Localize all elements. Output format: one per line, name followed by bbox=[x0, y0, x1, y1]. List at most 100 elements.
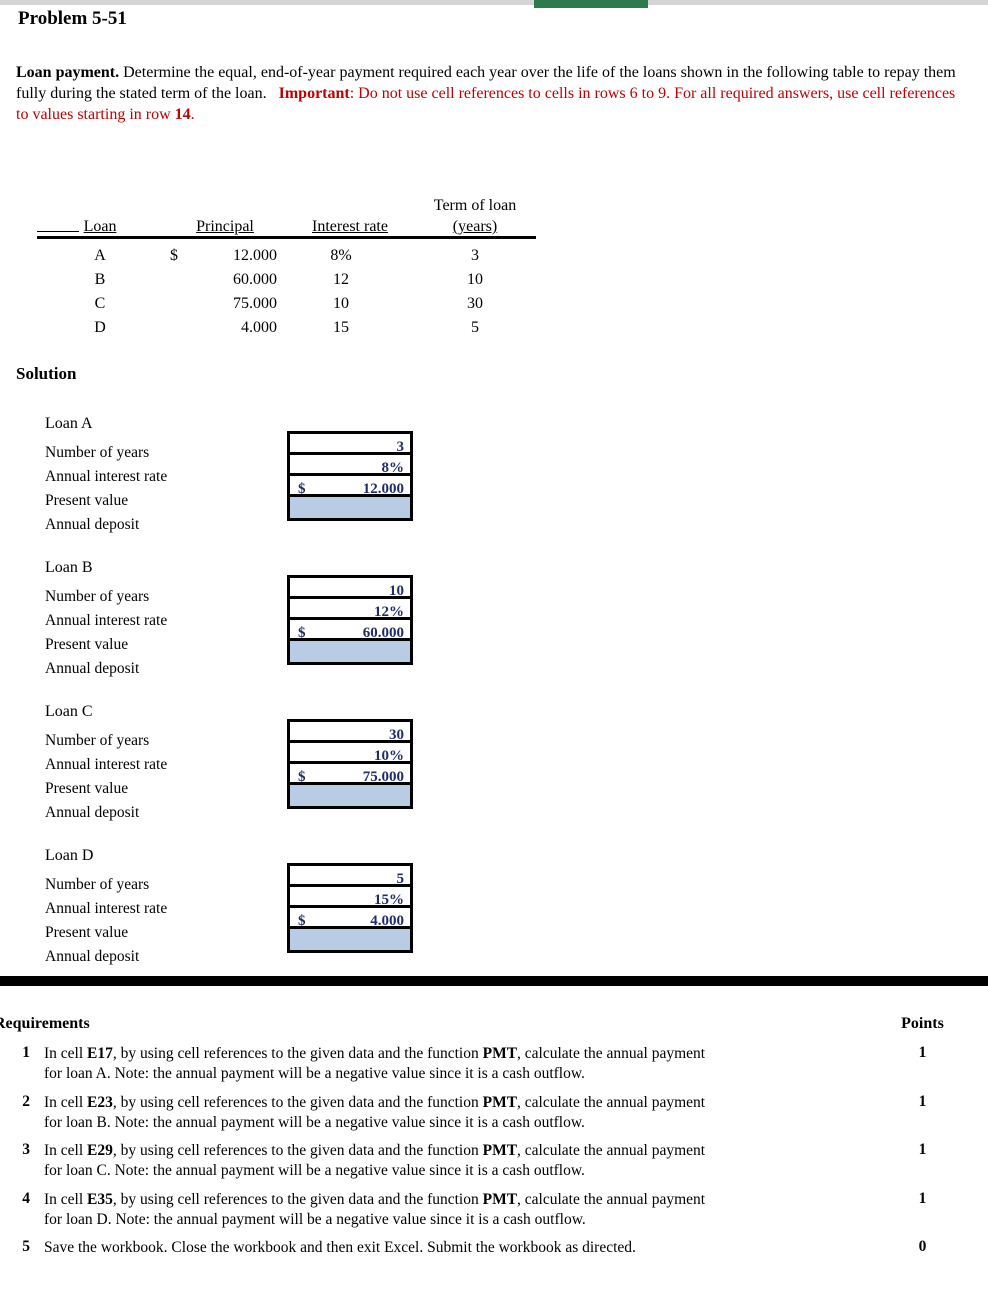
requirement-number: 2 bbox=[22, 1093, 30, 1110]
req-cell-ref: E35 bbox=[87, 1191, 113, 1208]
req-post: , calculate the annual payment bbox=[517, 1142, 706, 1159]
rate-cell[interactable]: 12% bbox=[290, 599, 410, 620]
req-line2: for loan A. Note: the annual payment wil… bbox=[44, 1065, 585, 1082]
years-cell[interactable]: 30 bbox=[290, 722, 410, 743]
requirement-number: 5 bbox=[22, 1238, 30, 1255]
present-value-cell[interactable]: $4.000 bbox=[290, 908, 410, 929]
intro-red-tail: . bbox=[190, 106, 195, 123]
requirement-points: 1 bbox=[918, 1044, 927, 1061]
annual-deposit-input-cell[interactable] bbox=[290, 641, 410, 662]
table-row-term: 10 bbox=[467, 271, 483, 288]
page-title: Problem 5-51 bbox=[18, 8, 127, 29]
req-function-name: PMT bbox=[482, 1094, 518, 1111]
requirement-number: 4 bbox=[22, 1190, 30, 1207]
requirements-heading: Requirements bbox=[0, 1015, 90, 1032]
table-row-loan-id: A bbox=[94, 247, 106, 264]
present-value: 12.000 bbox=[362, 481, 404, 497]
label-annual-interest-rate: Annual interest rate bbox=[45, 468, 168, 485]
requirement-points: 1 bbox=[918, 1093, 927, 1110]
loan-block-title: Loan A bbox=[45, 415, 93, 432]
col-header-principal: Principal bbox=[196, 218, 254, 235]
label-annual-interest-rate: Annual interest rate bbox=[45, 612, 168, 629]
table-row-principal: 75.000 bbox=[233, 295, 277, 312]
loan-block-title: Loan B bbox=[45, 559, 93, 576]
present-value: 4.000 bbox=[370, 913, 404, 929]
req-mid: , by using cell references to the given … bbox=[112, 1142, 483, 1159]
label-present-value: Present value bbox=[45, 780, 129, 797]
table-row-term: 30 bbox=[467, 295, 483, 312]
req-line2: for loan D. Note: the annual payment wil… bbox=[44, 1211, 586, 1228]
label-number-of-years: Number of years bbox=[45, 588, 150, 605]
years-value: 10 bbox=[389, 583, 404, 599]
requirement-text: In cell E29, by using cell references to… bbox=[44, 1141, 864, 1181]
table-row-rate: 8% bbox=[330, 247, 352, 264]
rate-cell[interactable]: 8% bbox=[290, 455, 410, 476]
req-post: , calculate the annual payment bbox=[517, 1191, 706, 1208]
table-row-rate: 12 bbox=[333, 271, 349, 288]
loan-b-cell-group: 10 12% $60.000 bbox=[287, 575, 413, 665]
req-function-name: PMT bbox=[482, 1142, 518, 1159]
top-gray-bar bbox=[0, 0, 988, 5]
years-cell[interactable]: 5 bbox=[290, 866, 410, 887]
requirement-number: 3 bbox=[22, 1141, 30, 1158]
table-row-term: 3 bbox=[471, 247, 479, 264]
table-row-principal: 12.000 bbox=[233, 247, 277, 264]
requirement-text: In cell E17, by using cell references to… bbox=[44, 1044, 864, 1084]
top-green-accent-bar bbox=[534, 0, 648, 8]
loan-block-title: Loan D bbox=[45, 847, 94, 864]
requirement-points: 0 bbox=[918, 1238, 927, 1255]
present-value-cell[interactable]: $60.000 bbox=[290, 620, 410, 641]
table-row-term: 5 bbox=[471, 319, 479, 336]
req-pre: In cell bbox=[44, 1045, 88, 1062]
years-value: 30 bbox=[389, 727, 404, 743]
requirement-points: 1 bbox=[918, 1141, 927, 1158]
years-cell[interactable]: 3 bbox=[290, 434, 410, 455]
currency-symbol: $ bbox=[298, 913, 306, 929]
req-post: , calculate the annual payment bbox=[517, 1094, 706, 1111]
rate-cell[interactable]: 15% bbox=[290, 887, 410, 908]
rate-cell[interactable]: 10% bbox=[290, 743, 410, 764]
present-value: 75.000 bbox=[362, 769, 404, 785]
annual-deposit-input-cell[interactable] bbox=[290, 929, 410, 950]
req-cell-ref: E29 bbox=[87, 1142, 113, 1159]
years-cell[interactable]: 10 bbox=[290, 578, 410, 599]
currency-symbol: $ bbox=[298, 625, 306, 641]
present-value-cell[interactable]: $75.000 bbox=[290, 764, 410, 785]
years-value: 3 bbox=[396, 439, 405, 455]
intro-red-body: : Do not use cell references to cells in… bbox=[16, 85, 956, 123]
table-row-principal: 4.000 bbox=[241, 319, 277, 336]
requirement-text: In cell E35, by using cell references to… bbox=[44, 1190, 864, 1230]
req-pre: In cell bbox=[44, 1142, 88, 1159]
label-annual-deposit: Annual deposit bbox=[45, 516, 140, 533]
label-annual-deposit: Annual deposit bbox=[45, 804, 140, 821]
req-pre: In cell bbox=[44, 1191, 88, 1208]
label-annual-interest-rate: Annual interest rate bbox=[45, 756, 168, 773]
requirement-number: 1 bbox=[22, 1044, 30, 1061]
requirement-text: In cell E23, by using cell references to… bbox=[44, 1093, 864, 1133]
table-row-principal: 60.000 bbox=[233, 271, 277, 288]
loan-d-cell-group: 5 15% $4.000 bbox=[287, 863, 413, 953]
table-row-rate: 10 bbox=[333, 295, 349, 312]
req-pre: Save the workbook. Close the workbook an… bbox=[44, 1239, 636, 1256]
col-header-interest-rate: Interest rate bbox=[312, 218, 388, 235]
intro-important-label: Important bbox=[278, 85, 350, 102]
label-number-of-years: Number of years bbox=[45, 876, 150, 893]
col-header-term-line1: Term of loan bbox=[433, 197, 517, 214]
annual-deposit-input-cell[interactable] bbox=[290, 497, 410, 518]
req-cell-ref: E23 bbox=[87, 1094, 113, 1111]
req-line2: for loan C. Note: the annual payment wil… bbox=[44, 1162, 585, 1179]
intro-lead: Loan payment. bbox=[16, 64, 120, 81]
req-function-name: PMT bbox=[482, 1045, 518, 1062]
req-line2: for loan B. Note: the annual payment wil… bbox=[44, 1114, 585, 1131]
present-value-cell[interactable]: $12.000 bbox=[290, 476, 410, 497]
req-function-name: PMT bbox=[482, 1191, 518, 1208]
table-row-loan-id: D bbox=[94, 319, 106, 336]
annual-deposit-input-cell[interactable] bbox=[290, 785, 410, 806]
present-value: 60.000 bbox=[362, 625, 404, 641]
points-column-header: Points bbox=[901, 1015, 944, 1032]
req-mid: , by using cell references to the given … bbox=[112, 1094, 483, 1111]
table-row-currency: $ bbox=[170, 247, 178, 264]
solution-heading: Solution bbox=[16, 364, 77, 383]
label-present-value: Present value bbox=[45, 636, 129, 653]
